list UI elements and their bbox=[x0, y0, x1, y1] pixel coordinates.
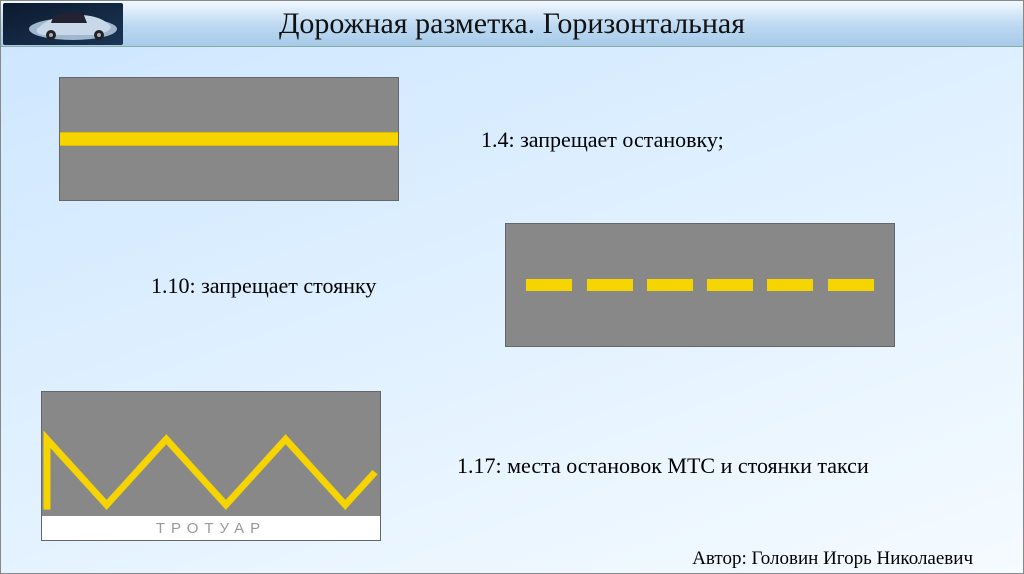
content-area: 1.4: запрещает остановку; 1.10: запрещае… bbox=[1, 47, 1023, 573]
road-surface bbox=[506, 224, 894, 346]
marking-1-17-label: 1.17: места остановок МТС и стоянки такс… bbox=[457, 453, 869, 479]
dash-segment bbox=[767, 279, 813, 291]
marking-1-4-label: 1.4: запрещает остановку; bbox=[481, 127, 724, 153]
zigzag-yellow-line bbox=[42, 397, 380, 519]
road-surface: ТРОТУАР bbox=[42, 392, 380, 540]
sidewalk-label: ТРОТУАР bbox=[156, 520, 266, 537]
dash-segment bbox=[647, 279, 693, 291]
sidewalk-strip: ТРОТУАР bbox=[42, 516, 380, 540]
dashed-yellow-line bbox=[506, 279, 894, 291]
marking-1-10-label: 1.10: запрещает стоянку bbox=[151, 273, 376, 299]
road-surface bbox=[60, 78, 398, 200]
page-title: Дорожная разметка. Горизонтальная bbox=[279, 7, 745, 41]
author-credit: Автор: Головин Игорь Николаевич bbox=[692, 548, 973, 570]
marking-1-17-box: ТРОТУАР bbox=[41, 391, 381, 541]
dash-segment bbox=[828, 279, 874, 291]
car-icon bbox=[3, 3, 123, 45]
marking-1-4-box bbox=[59, 77, 399, 201]
dash-segment bbox=[707, 279, 753, 291]
dash-segment bbox=[587, 279, 633, 291]
marking-1-10-box bbox=[505, 223, 895, 347]
dash-segment bbox=[526, 279, 572, 291]
header-bar: Дорожная разметка. Горизонтальная bbox=[1, 1, 1023, 47]
solid-yellow-line bbox=[60, 132, 398, 146]
logo-badge bbox=[3, 3, 123, 45]
